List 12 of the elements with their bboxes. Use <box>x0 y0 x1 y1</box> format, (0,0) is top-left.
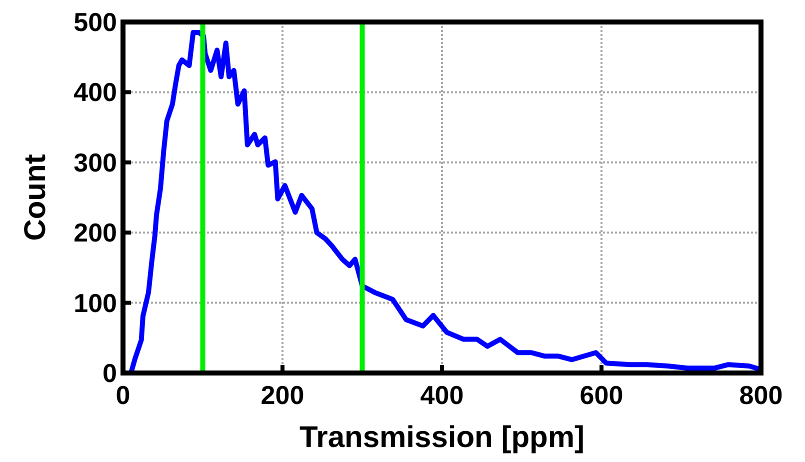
y-tick-label: 100 <box>74 288 117 318</box>
y-tick-label: 300 <box>74 147 117 178</box>
y-tick-label: 400 <box>74 77 117 108</box>
x-tick-label: 800 <box>739 380 783 410</box>
y-tick-label: 0 <box>102 358 117 388</box>
y-tick-label: 500 <box>74 7 117 37</box>
x-axis-title: Transmission [ppm] <box>299 421 585 454</box>
x-tick-label: 400 <box>420 380 464 410</box>
y-axis-title: Count <box>19 154 52 241</box>
x-tick-label: 600 <box>580 380 624 410</box>
x-tick-label: 200 <box>260 380 304 410</box>
y-tick-label: 200 <box>74 218 117 248</box>
